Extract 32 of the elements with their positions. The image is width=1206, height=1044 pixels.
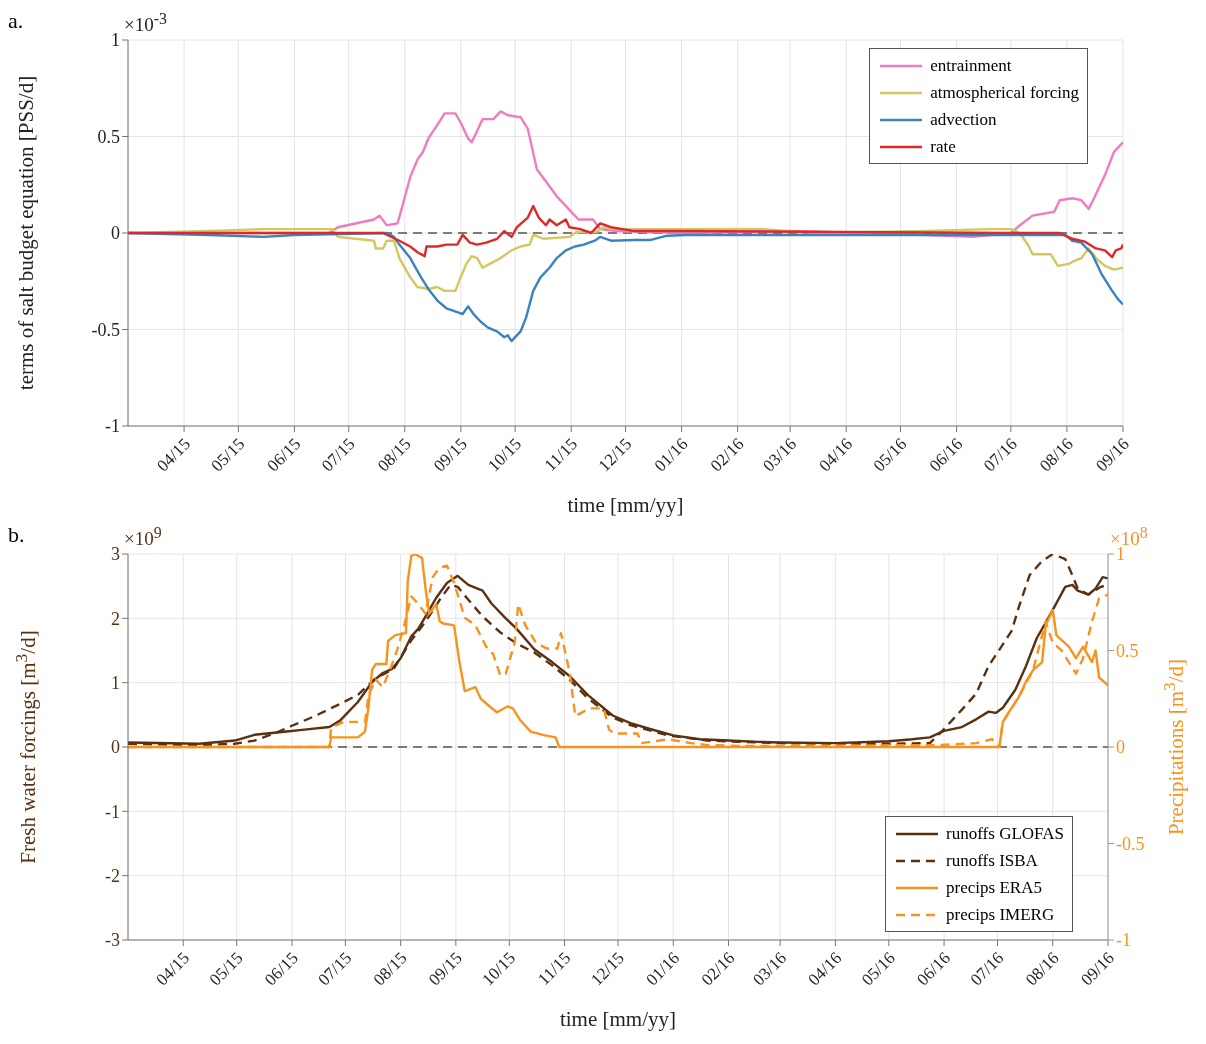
y-tick-label: 3 [111, 544, 120, 565]
y-tick-label: 1 [111, 30, 120, 51]
y-tick-label: 1 [111, 673, 120, 694]
chart-title: a. [8, 8, 24, 34]
y-tick-label: 2 [111, 608, 120, 629]
legend-label: advection [930, 109, 997, 130]
y-tick-label: -1 [105, 416, 120, 437]
text: ×10$^{-3}$ [124, 10, 167, 37]
legend-label: runoffs GLOFAS [946, 823, 1064, 844]
y-tick-label: 0.5 [97, 126, 120, 147]
y2-tick-label: 0 [1116, 737, 1125, 758]
y2-tick-label: -0.5 [1116, 833, 1145, 854]
y-tick-label: -0.5 [91, 319, 120, 340]
y-tick-label: -3 [105, 930, 120, 951]
legend-label: precips ERA5 [946, 877, 1042, 898]
legend-label: atmospherical forcing [930, 82, 1079, 103]
y-tick-label: 0 [111, 737, 120, 758]
legend-label: precips IMERG [946, 904, 1055, 925]
legend-label: entrainment [930, 55, 1012, 76]
x-axis-title: time [mm/yy] [558, 1007, 678, 1032]
legend-label: runoffs ISBA [946, 850, 1038, 871]
line-series [128, 204, 1123, 259]
y-tick-label: -2 [105, 866, 120, 887]
y-axis-title: terms of salt budget equation [PSS/d] [13, 75, 39, 391]
y2-tick-label: -1 [1116, 930, 1131, 951]
x-axis-title: time [mm/yy] [566, 493, 685, 518]
y-tick-label: -1 [105, 801, 120, 822]
chart-title: b. [8, 522, 25, 548]
y2-tick-label: 0.5 [1116, 640, 1139, 661]
legend-label: rate [930, 136, 956, 157]
text: ×10$^{9}$ [124, 524, 162, 551]
y-tick-label: 0 [111, 223, 120, 244]
